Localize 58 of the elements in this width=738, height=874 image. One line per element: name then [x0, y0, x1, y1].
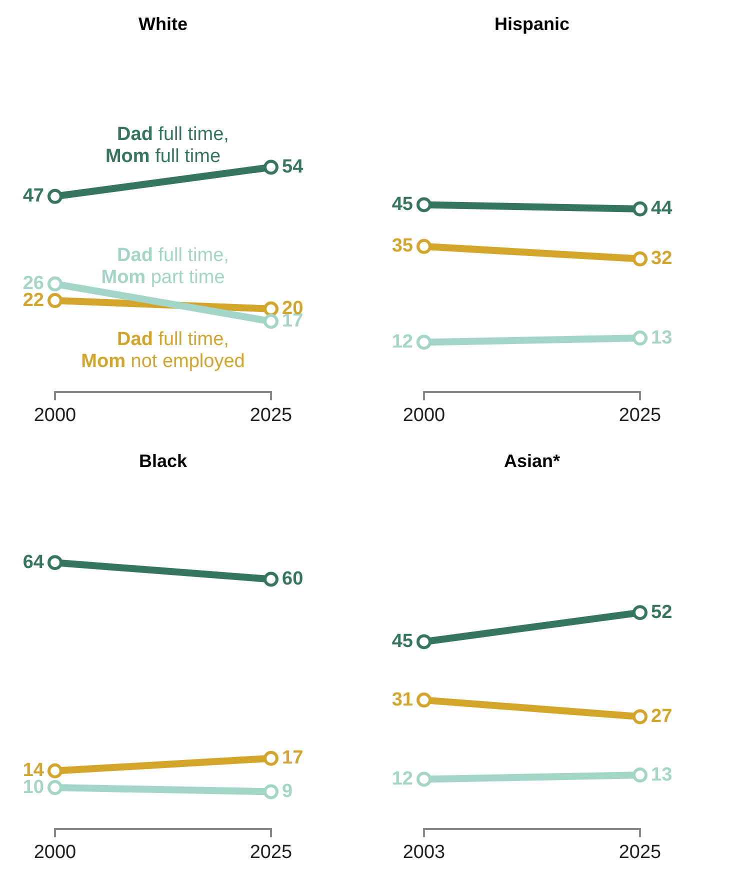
data-label: 27: [651, 706, 672, 727]
data-label: 45: [392, 630, 414, 652]
point: [48, 763, 62, 778]
point: [416, 692, 432, 708]
data-label: 13: [651, 327, 672, 348]
point: [416, 334, 432, 350]
point: [264, 314, 278, 329]
point: [264, 750, 278, 766]
data-label: 47: [22, 186, 44, 207]
point: [632, 201, 648, 216]
chart-title: Asian*: [504, 450, 560, 471]
point: [416, 634, 432, 650]
point: [264, 572, 278, 587]
point: [264, 301, 278, 316]
point: [48, 276, 62, 292]
data-label: 52: [651, 602, 672, 623]
point: [416, 772, 432, 787]
data-label: 17: [282, 748, 304, 769]
data-label: 54: [282, 156, 304, 178]
data-label: 45: [392, 194, 414, 215]
point: [48, 780, 62, 796]
data-label: 13: [651, 764, 672, 786]
data-label: 35: [392, 236, 414, 257]
x-tick-label: 2025: [618, 404, 662, 426]
point: [632, 768, 648, 783]
chart-title: Hispanic: [494, 14, 570, 34]
point: [632, 330, 648, 346]
data-label: 31: [392, 689, 414, 710]
point: [264, 784, 278, 800]
point: [48, 555, 62, 570]
x-tick-label: 2000: [34, 842, 76, 863]
x-tick-label: 2000: [34, 404, 76, 426]
data-label: 22: [22, 290, 44, 311]
chart-title: White: [138, 14, 188, 34]
x-tick-label: 2025: [250, 404, 292, 426]
point: [632, 251, 648, 266]
series-label: Dad full time, Mom full time: [105, 124, 229, 168]
text: Dad full time, Mom not employed: [81, 328, 245, 372]
point: [264, 160, 278, 175]
x-tick-label: 2025: [618, 842, 662, 863]
point: [632, 605, 648, 620]
chart-title: Black: [138, 450, 188, 471]
data-label: 44: [651, 198, 673, 220]
x-tick-label: 2000: [402, 404, 446, 426]
data-label: 64: [22, 552, 44, 573]
point: [416, 197, 432, 212]
point: [48, 188, 62, 204]
x-tick-label: 2025: [250, 842, 292, 863]
data-label: 9: [282, 780, 293, 802]
series-label: Dad full time, Mom part time: [101, 244, 229, 288]
point: [632, 709, 648, 724]
data-label: 32: [651, 248, 672, 270]
data-label: 60: [282, 568, 304, 590]
point: [48, 293, 62, 308]
data-label: 12: [392, 331, 413, 352]
x-tick-label: 2003: [402, 842, 446, 863]
point: [416, 238, 432, 254]
data-label: 12: [392, 768, 413, 790]
